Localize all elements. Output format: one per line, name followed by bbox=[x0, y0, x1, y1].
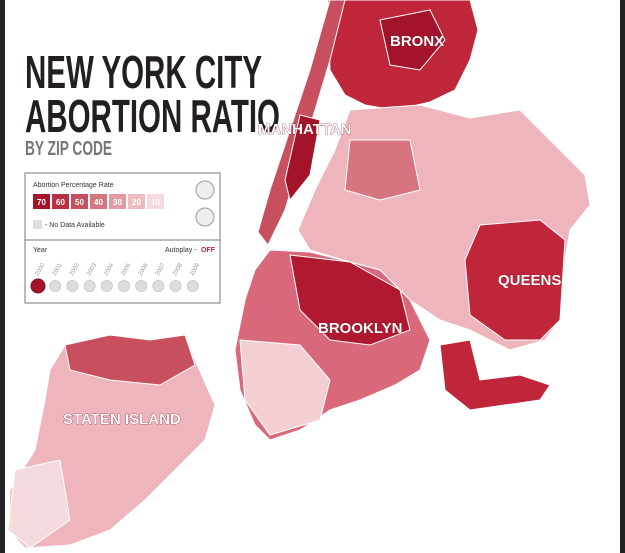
borough-label: STATEN ISLAND bbox=[63, 411, 181, 428]
legend-swatch bbox=[52, 194, 69, 209]
legend-value: 60 bbox=[56, 198, 65, 207]
subtitle: BY ZIP CODE bbox=[25, 138, 112, 160]
borough-label: BRONX bbox=[390, 33, 444, 50]
legend-value: 20 bbox=[132, 198, 141, 207]
year-button[interactable] bbox=[30, 278, 46, 294]
borough-label: QUEENS bbox=[498, 272, 561, 289]
legend-swatch bbox=[90, 194, 107, 209]
borough-label: MANHATTAN bbox=[258, 121, 352, 138]
legend-title: Abortion Percentage Rate bbox=[33, 182, 114, 189]
zoom-in[interactable] bbox=[195, 180, 215, 200]
map bbox=[7, 0, 591, 549]
frame-right bbox=[620, 0, 625, 553]
year-button[interactable] bbox=[152, 280, 165, 292]
legend-value: 10 bbox=[151, 198, 160, 207]
year-button[interactable] bbox=[135, 280, 148, 292]
autoplay-label: Autoplay - bbox=[165, 247, 197, 254]
frame-left bbox=[0, 0, 5, 553]
year-button[interactable] bbox=[66, 280, 79, 292]
queens-area bbox=[344, 139, 421, 201]
rockaway-area bbox=[439, 339, 551, 411]
borough-label: BROOKLYN bbox=[318, 320, 402, 337]
legend-swatch bbox=[128, 194, 145, 209]
zoom-out[interactable] bbox=[195, 207, 215, 227]
year-label: Year bbox=[33, 247, 48, 254]
legend-value: 70 bbox=[37, 198, 46, 207]
year-button[interactable] bbox=[49, 280, 62, 292]
legend-value: 40 bbox=[94, 198, 103, 207]
queens-area bbox=[464, 219, 566, 341]
legend-panel: Abortion Percentage Rate - No Data Avail… bbox=[24, 172, 221, 304]
legend-value: 30 bbox=[113, 198, 122, 207]
brooklyn-area bbox=[289, 254, 411, 346]
title-line-1: NEW YORK CITY bbox=[25, 46, 262, 98]
staten-island-area bbox=[7, 459, 71, 549]
autoplay-state[interactable]: OFF bbox=[201, 247, 216, 254]
legend-swatch bbox=[109, 194, 126, 209]
brooklyn-area bbox=[239, 339, 331, 436]
year-button[interactable] bbox=[118, 280, 130, 292]
year-button[interactable] bbox=[83, 280, 96, 292]
legend-swatch bbox=[33, 194, 50, 209]
year-button[interactable] bbox=[100, 280, 113, 292]
year-button[interactable] bbox=[169, 280, 182, 292]
no-data-label: - No Data Available bbox=[45, 222, 105, 229]
legend-swatch bbox=[71, 194, 88, 209]
bronx-area bbox=[379, 9, 446, 71]
title-line-2: ABORTION RATIO bbox=[25, 90, 280, 142]
staten-island-area bbox=[64, 334, 196, 386]
legend-value: 50 bbox=[75, 198, 84, 207]
manhattan-area bbox=[284, 114, 321, 202]
legend-swatch bbox=[147, 194, 164, 209]
year-button[interactable] bbox=[186, 280, 199, 292]
no-data-swatch bbox=[33, 220, 42, 229]
